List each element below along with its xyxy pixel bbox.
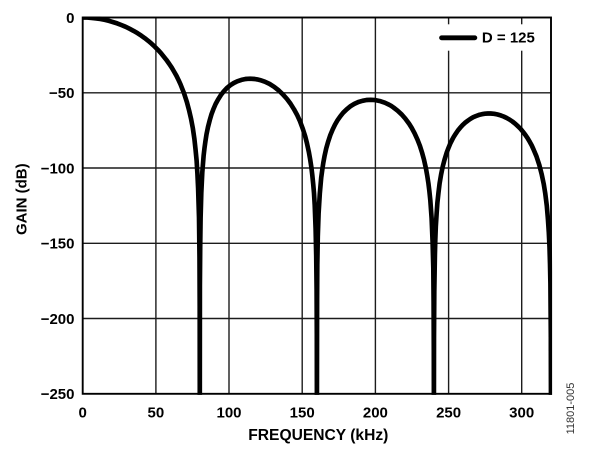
svg-text:−50: −50 bbox=[49, 85, 74, 102]
svg-text:FREQUENCY (kHz): FREQUENCY (kHz) bbox=[248, 427, 388, 444]
svg-text:50: 50 bbox=[148, 405, 165, 422]
svg-text:250: 250 bbox=[436, 405, 461, 422]
svg-text:0: 0 bbox=[66, 10, 74, 27]
svg-text:11801-005: 11801-005 bbox=[565, 383, 577, 435]
svg-text:−100: −100 bbox=[41, 160, 75, 177]
svg-text:D = 125: D = 125 bbox=[482, 30, 535, 47]
svg-text:0: 0 bbox=[79, 405, 87, 422]
svg-text:150: 150 bbox=[290, 405, 315, 422]
svg-text:100: 100 bbox=[216, 405, 241, 422]
svg-text:−250: −250 bbox=[41, 386, 75, 403]
svg-text:GAIN (dB): GAIN (dB) bbox=[14, 163, 31, 235]
svg-text:200: 200 bbox=[363, 405, 388, 422]
svg-text:−150: −150 bbox=[41, 236, 75, 253]
svg-text:300: 300 bbox=[509, 405, 534, 422]
svg-text:−200: −200 bbox=[41, 311, 75, 328]
